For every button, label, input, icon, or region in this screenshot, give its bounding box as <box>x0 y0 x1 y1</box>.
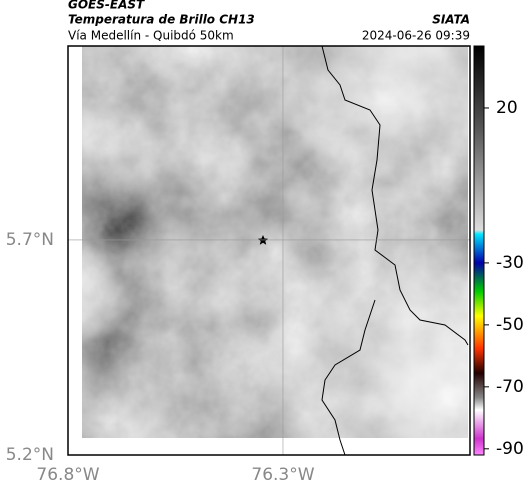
y-tick-label: 5.2°N <box>6 445 54 465</box>
title: Temperatura de Brillo CH13 <box>68 13 255 27</box>
image-light <box>82 46 468 438</box>
colorbar-tick-label: -90 <box>496 439 524 459</box>
colorbar-tick-label: 20 <box>496 98 518 118</box>
x-tick-label: 76.3°W <box>251 465 314 485</box>
source: GOES-EAST <box>68 0 145 12</box>
x-tick-label: 76.8°W <box>36 465 99 485</box>
credit: SIATA <box>432 13 470 27</box>
y-tick-label: 5.7°N <box>6 230 54 250</box>
colorbar-tick-label: -50 <box>496 315 524 335</box>
colorbar <box>473 45 485 456</box>
colorbar-axis: 20 -30 -50 -70 -90 <box>484 98 524 459</box>
border <box>321 299 376 456</box>
border <box>321 45 469 346</box>
datetime: 2024-06-26 09:39 <box>362 29 470 43</box>
map-frame <box>67 45 471 456</box>
route: Vía Medellín - Quibdó 50km <box>68 29 234 43</box>
colorbar-tick-label: -70 <box>496 377 524 397</box>
colorbar-tick-label: -30 <box>496 253 524 273</box>
